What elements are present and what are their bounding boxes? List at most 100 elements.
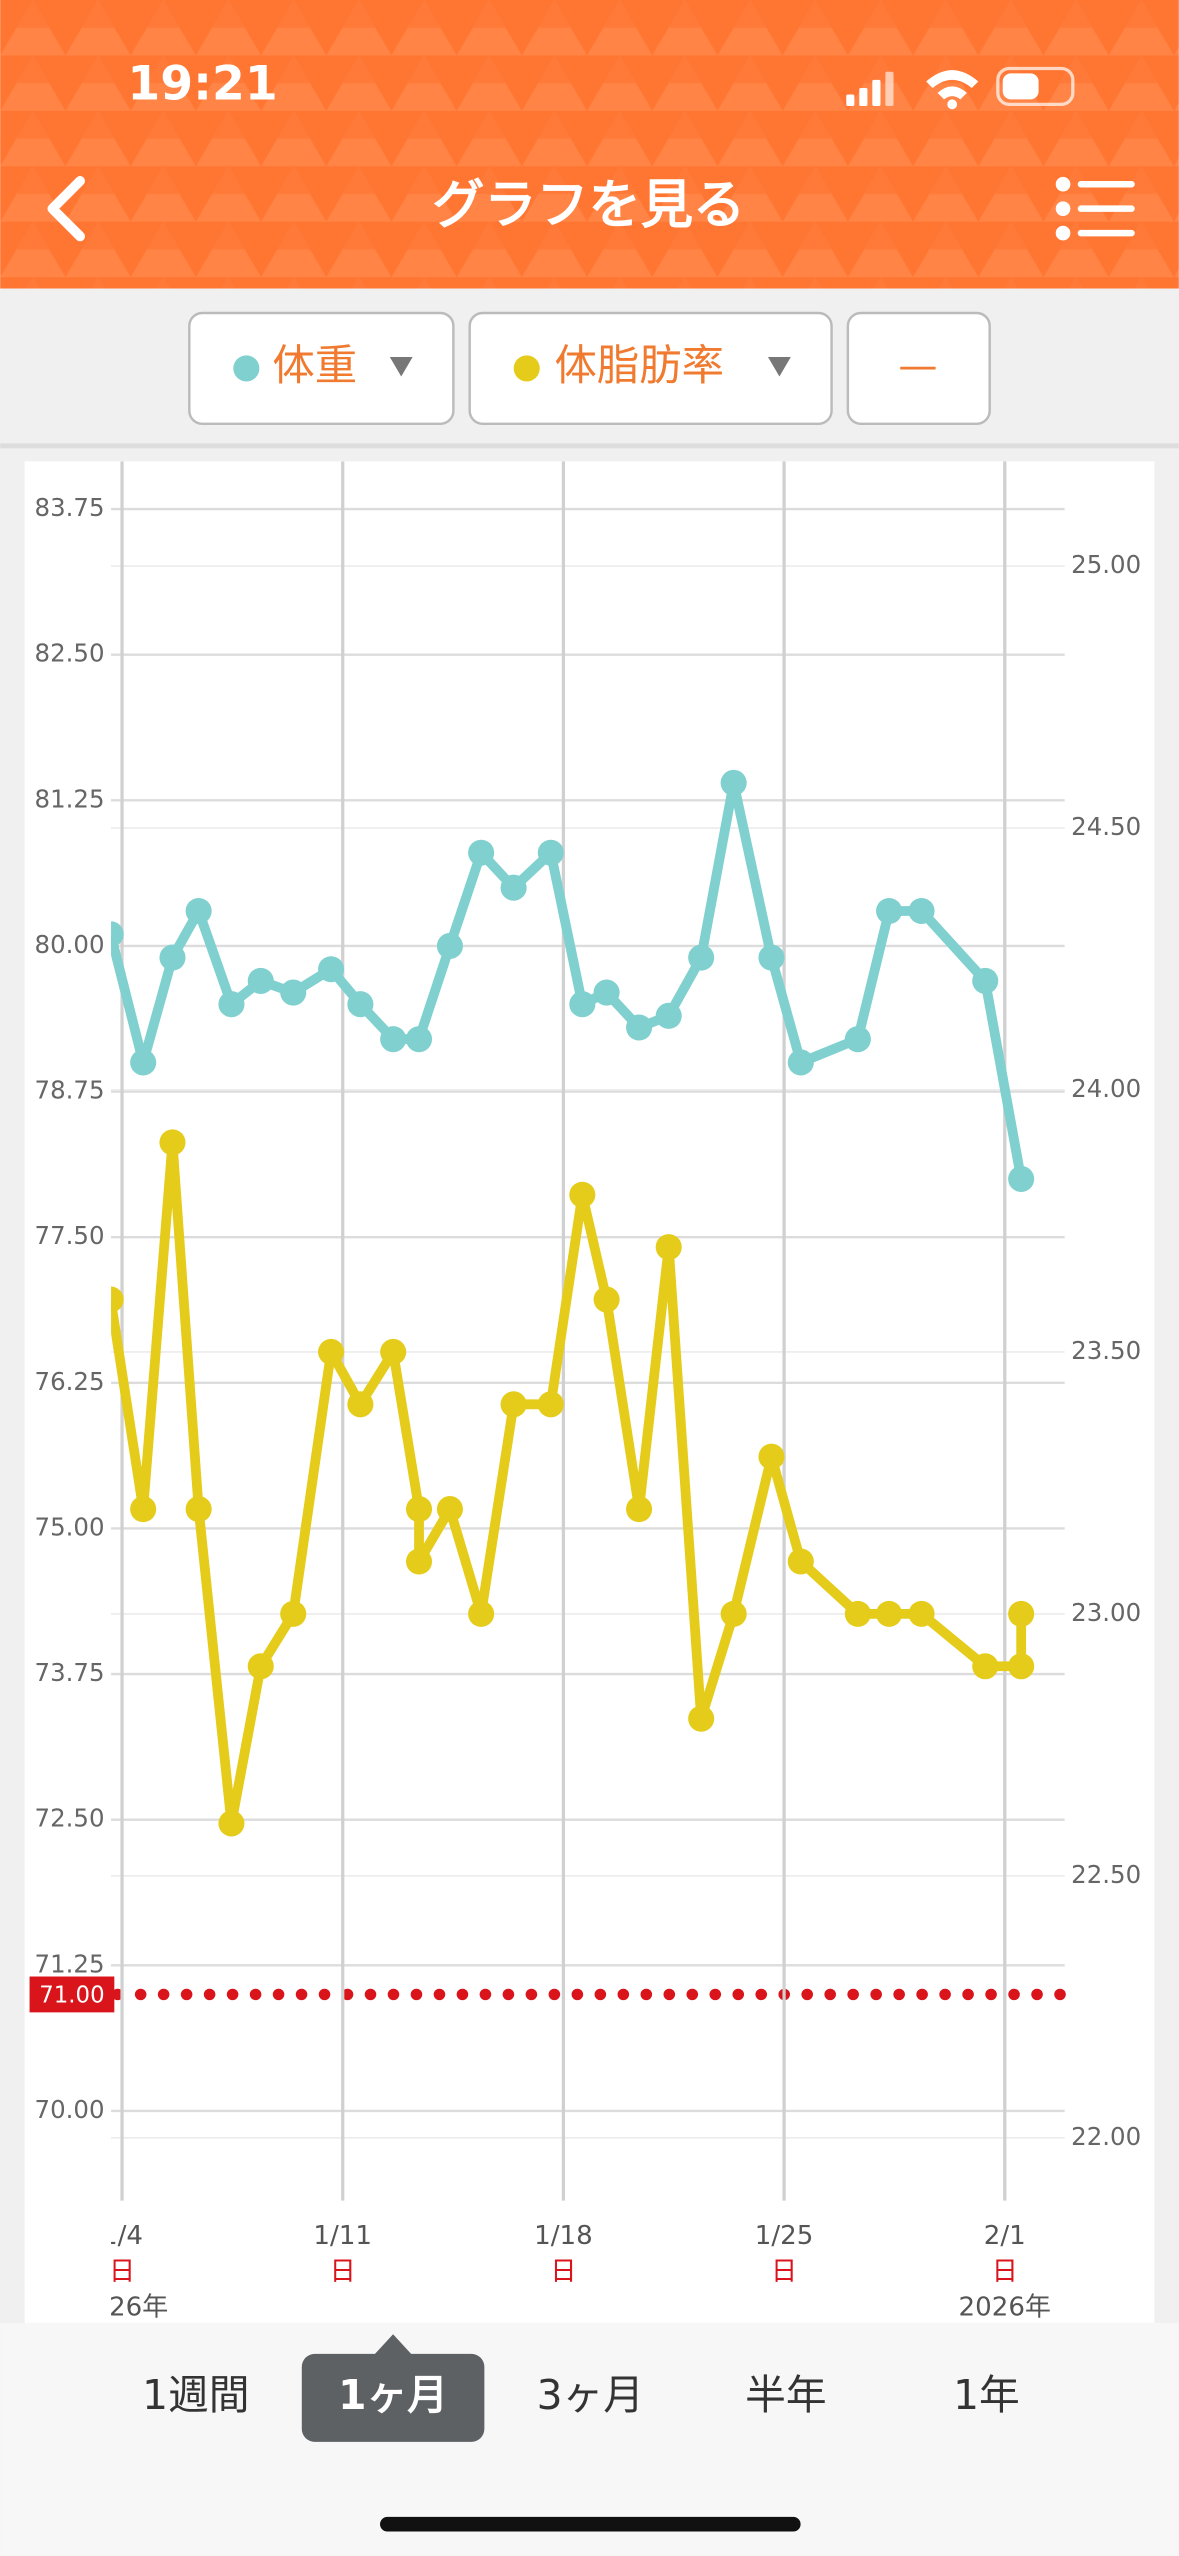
data-point xyxy=(318,956,345,983)
data-point xyxy=(787,1049,814,1076)
data-point xyxy=(468,839,495,866)
target-label-bg xyxy=(29,1976,115,2013)
data-point xyxy=(218,991,245,1018)
x-tick-weekday: 日 xyxy=(330,2257,356,2287)
y-tick-label: 80.00 xyxy=(35,930,105,959)
data-point xyxy=(500,874,527,901)
data-point xyxy=(347,1391,374,1418)
selector-label: 体重 xyxy=(272,341,357,390)
selector-label: 体脂肪率 xyxy=(554,341,724,390)
back-button[interactable] xyxy=(47,176,85,242)
data-point xyxy=(787,1548,814,1575)
y-tick-label: 75.00 xyxy=(35,1512,105,1541)
x-tick-label: 1/18 xyxy=(534,2221,593,2251)
y2-tick-label: 25.00 xyxy=(1071,550,1141,579)
y2-tick-label: 23.00 xyxy=(1071,1598,1141,1627)
data-point xyxy=(569,991,596,1018)
data-point xyxy=(876,1600,903,1627)
x-tick-weekday: 日 xyxy=(771,2257,797,2287)
period-tabs: 1週間 1ヶ月 3ヶ月 半年 1年 xyxy=(142,2334,1020,2442)
data-point xyxy=(380,1338,407,1365)
period-tab[interactable]: 半年 xyxy=(745,2371,827,2419)
y2-tick-label: 24.50 xyxy=(1071,812,1141,841)
data-point xyxy=(247,967,274,994)
data-point xyxy=(111,1286,124,1313)
data-point xyxy=(347,991,374,1018)
status-time: 19:21 xyxy=(127,56,277,111)
data-point xyxy=(876,897,903,925)
data-point xyxy=(626,1496,653,1523)
y-tick-label: 77.50 xyxy=(35,1221,105,1250)
y-tick-label: 72.50 xyxy=(35,1804,105,1833)
x-year-label: 2026年 xyxy=(959,2293,1051,2323)
series-line xyxy=(111,777,1026,1180)
period-tab[interactable]: 1週間 xyxy=(142,2371,249,2419)
data-point xyxy=(908,897,935,925)
data-point xyxy=(908,1600,935,1627)
data-point xyxy=(537,1391,564,1418)
data-point xyxy=(405,1496,433,1523)
y2-tick-label: 23.50 xyxy=(1071,1336,1141,1365)
tab-label: 3ヶ月 xyxy=(537,2371,644,2419)
data-point xyxy=(280,979,307,1006)
x-year-label: 2026年 xyxy=(76,2293,168,2323)
menu-button[interactable] xyxy=(1055,176,1135,241)
data-point xyxy=(758,1443,785,1470)
x-tick-weekday: 日 xyxy=(550,2257,576,2287)
y-tick-label: 78.75 xyxy=(35,1076,105,1105)
data-point xyxy=(1008,1165,1035,1192)
header-title: グラフを見る xyxy=(432,176,745,236)
data-point xyxy=(247,1653,274,1680)
period-tab[interactable]: 1ヶ月 xyxy=(301,2334,485,2442)
selector-weight[interactable]: 体重 xyxy=(188,311,455,426)
chart: 70.00 71.25 72.50 73.75 75.00 76.25 77.50 78.75… xyxy=(29,461,1141,2323)
data-point xyxy=(655,1002,682,1029)
data-point xyxy=(318,1338,345,1365)
data-point xyxy=(537,839,564,866)
data-point xyxy=(655,1234,682,1261)
data-point xyxy=(436,932,463,959)
data-point xyxy=(159,944,186,971)
y-tick-label: 73.75 xyxy=(35,1658,105,1687)
data-point xyxy=(758,944,785,971)
data-point xyxy=(688,1705,715,1732)
data-point xyxy=(185,897,212,925)
data-point xyxy=(405,1026,433,1053)
data-point xyxy=(468,1600,495,1627)
data-point xyxy=(436,1496,463,1523)
y-tick-label: 70.00 xyxy=(35,2095,105,2124)
data-point xyxy=(972,1653,999,1680)
selector-fat[interactable]: 体脂肪率 xyxy=(468,311,833,426)
data-point xyxy=(626,1014,653,1041)
data-point xyxy=(569,1181,596,1208)
tab-label: 半年 xyxy=(745,2371,827,2419)
period-tab[interactable]: 1年 xyxy=(953,2371,1020,2419)
data-point xyxy=(972,967,999,994)
data-point xyxy=(405,1548,433,1575)
selector-extra[interactable]: — xyxy=(846,311,991,426)
x-tick-label: 2/1 xyxy=(984,2221,1026,2251)
period-tab[interactable]: 3ヶ月 xyxy=(537,2371,644,2419)
data-point xyxy=(280,1600,307,1627)
tab-highlight xyxy=(301,2353,485,2442)
tab-label: 1週間 xyxy=(142,2371,249,2419)
x-tick-label: 1/25 xyxy=(755,2221,814,2251)
chart-panel xyxy=(24,461,1155,2323)
target-label: 71.00 xyxy=(39,1983,104,2009)
y-tick-label: 76.25 xyxy=(35,1367,105,1396)
y-tick-label: 81.25 xyxy=(35,784,105,813)
x-tick-weekday: 日 xyxy=(109,2257,135,2287)
x-tick-label: 1/4 xyxy=(101,2221,143,2251)
status-icons xyxy=(846,66,1075,110)
data-point xyxy=(688,944,715,971)
data-point xyxy=(130,1496,157,1523)
data-point xyxy=(500,1391,527,1418)
x-tick-weekday: 日 xyxy=(992,2257,1018,2287)
toolbar-shadow xyxy=(0,443,1179,449)
tab-label: 1年 xyxy=(953,2371,1020,2419)
data-point xyxy=(720,1600,747,1627)
data-point xyxy=(1008,1653,1035,1680)
data-point xyxy=(111,921,124,948)
